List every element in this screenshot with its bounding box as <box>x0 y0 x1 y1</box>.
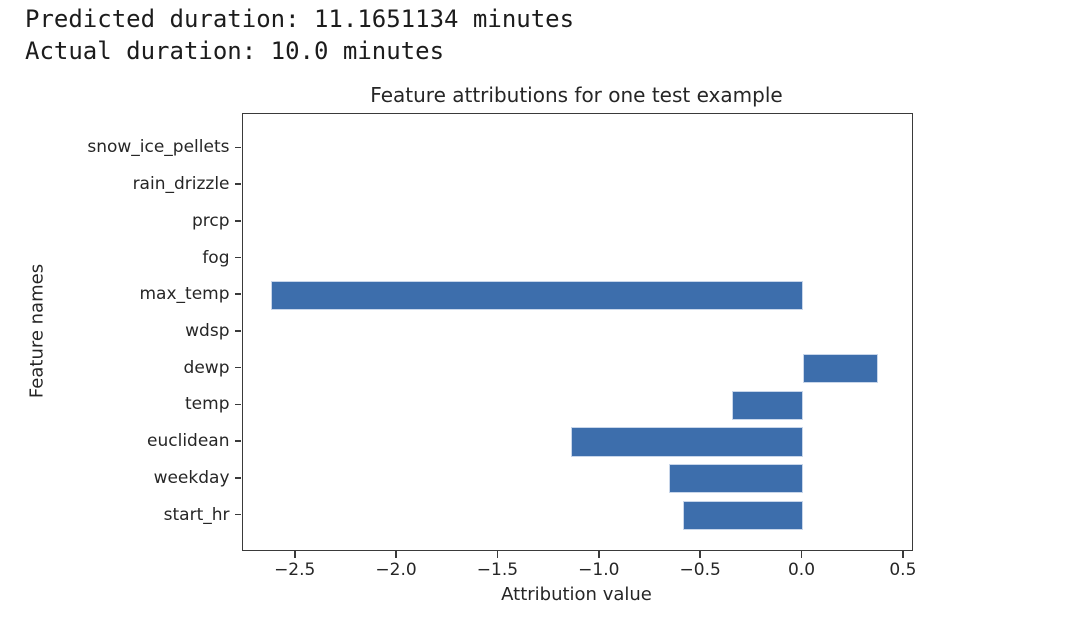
bar-start_hr <box>682 500 803 531</box>
predicted-duration-text: Predicted duration: 11.1651134 minutes <box>25 5 575 33</box>
y-tick-label-snow_ice_pellets: snow_ice_pellets <box>87 137 230 158</box>
x-tick-label: −0.5 <box>679 560 721 580</box>
bar-max_temp <box>271 280 803 310</box>
x-tick-mark <box>902 550 904 558</box>
y-tick-label-rain_drizzle: rain_drizzle <box>132 174 230 195</box>
chart-title: Feature attributions for one test exampl… <box>370 83 783 107</box>
x-tick-label: −2.0 <box>375 560 417 580</box>
x-tick-mark <box>598 550 600 558</box>
x-tick-mark <box>699 550 701 558</box>
bar-euclidean <box>571 427 803 457</box>
y-tick-label-dewp: dewp <box>183 357 230 378</box>
x-tick-mark <box>395 550 397 558</box>
x-tick-label: −1.5 <box>476 560 519 580</box>
x-tick-mark <box>293 550 296 558</box>
x-tick-mark <box>800 550 803 558</box>
x-tick-mark <box>496 550 499 558</box>
bar-dewp <box>802 354 878 384</box>
y-tick-label-max_temp: max_temp <box>139 284 230 305</box>
y-tick-mark <box>234 366 241 369</box>
x-tick-label: −1.0 <box>578 560 620 580</box>
y-tick-label-prcp: prcp <box>191 210 230 231</box>
y-tick-label-fog: fog <box>202 247 230 268</box>
y-tick-label-temp: temp <box>185 394 230 415</box>
x-tick-label: −2.5 <box>274 560 316 580</box>
x-tick-label: 0.5 <box>889 560 917 580</box>
y-tick-mark <box>234 256 241 259</box>
plot-area <box>242 113 913 551</box>
x-tick-label: 0.0 <box>787 560 816 580</box>
actual-duration-text: Actual duration: 10.0 minutes <box>25 37 445 65</box>
y-tick-mark <box>234 220 241 222</box>
y-tick-mark <box>234 440 241 442</box>
y-tick-mark <box>234 146 241 149</box>
y-tick-label-euclidean: euclidean <box>147 431 230 452</box>
bar-weekday <box>668 464 803 494</box>
y-tick-mark <box>234 403 241 406</box>
x-axis-label: Attribution value <box>501 584 652 605</box>
y-tick-mark <box>234 330 241 332</box>
y-tick-mark <box>234 477 241 479</box>
bar-temp <box>731 390 803 421</box>
y-tick-label-wdsp: wdsp <box>185 321 230 341</box>
y-tick-label-start_hr: start_hr <box>163 504 230 525</box>
y-tick-label-weekday: weekday <box>153 467 230 488</box>
y-tick-mark <box>234 293 241 296</box>
y-tick-mark <box>234 513 241 516</box>
y-tick-mark <box>234 183 241 185</box>
